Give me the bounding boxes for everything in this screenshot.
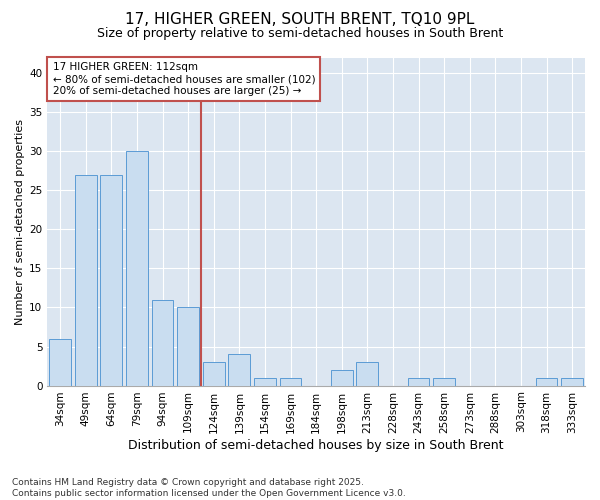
- Text: 17, HIGHER GREEN, SOUTH BRENT, TQ10 9PL: 17, HIGHER GREEN, SOUTH BRENT, TQ10 9PL: [125, 12, 475, 28]
- Bar: [331, 370, 353, 386]
- Bar: [203, 362, 224, 386]
- Bar: [433, 378, 455, 386]
- Bar: [536, 378, 557, 386]
- Text: 17 HIGHER GREEN: 112sqm
← 80% of semi-detached houses are smaller (102)
20% of s: 17 HIGHER GREEN: 112sqm ← 80% of semi-de…: [53, 62, 315, 96]
- Y-axis label: Number of semi-detached properties: Number of semi-detached properties: [15, 118, 25, 324]
- Bar: [49, 338, 71, 386]
- Bar: [177, 308, 199, 386]
- Bar: [356, 362, 378, 386]
- Bar: [152, 300, 173, 386]
- Bar: [254, 378, 276, 386]
- Bar: [229, 354, 250, 386]
- Bar: [407, 378, 430, 386]
- Bar: [562, 378, 583, 386]
- Text: Size of property relative to semi-detached houses in South Brent: Size of property relative to semi-detach…: [97, 28, 503, 40]
- Bar: [75, 174, 97, 386]
- Bar: [280, 378, 301, 386]
- Text: Contains HM Land Registry data © Crown copyright and database right 2025.
Contai: Contains HM Land Registry data © Crown c…: [12, 478, 406, 498]
- Bar: [100, 174, 122, 386]
- X-axis label: Distribution of semi-detached houses by size in South Brent: Distribution of semi-detached houses by …: [128, 440, 504, 452]
- Bar: [126, 151, 148, 386]
